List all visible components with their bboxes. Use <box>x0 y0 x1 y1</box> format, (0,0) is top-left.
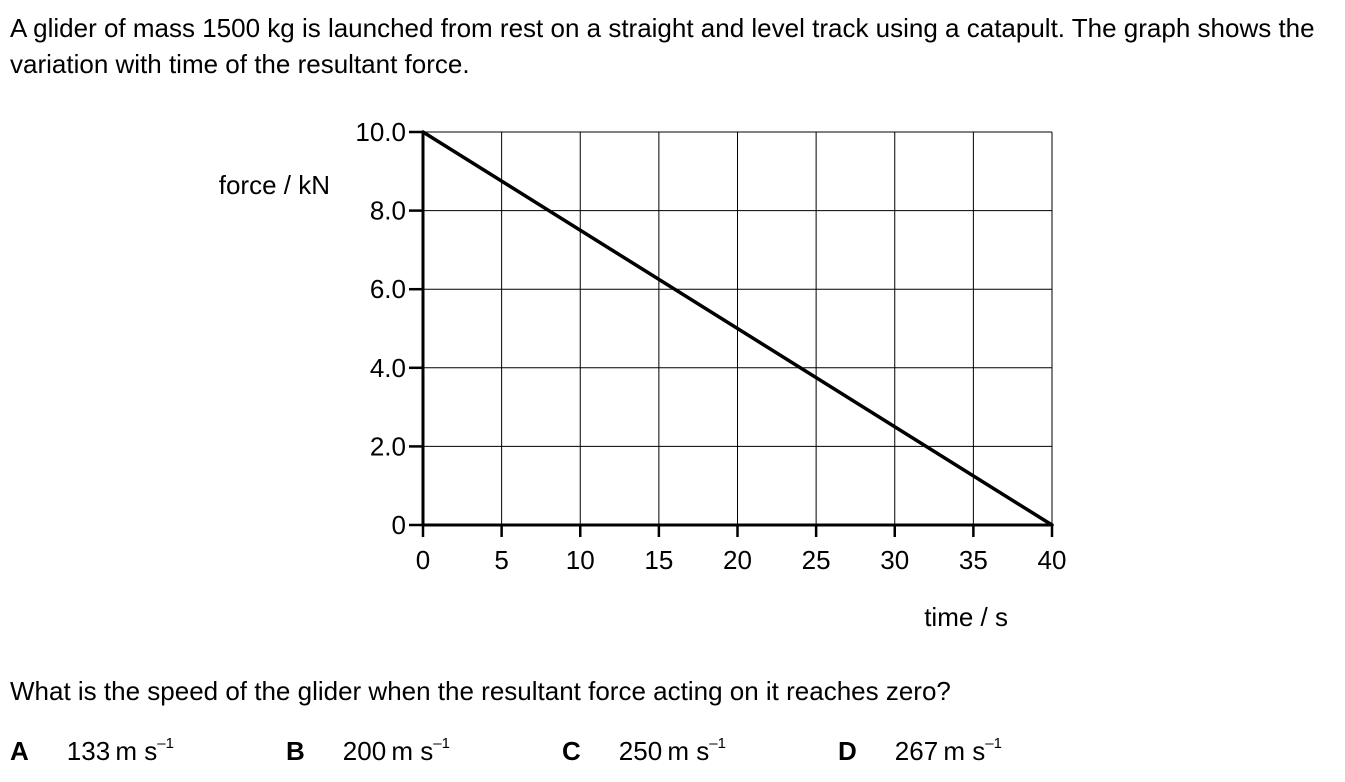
option-letter: A <box>10 736 29 766</box>
x-tick-label: 5 <box>494 545 508 575</box>
option-unit: m s <box>391 736 434 766</box>
x-tick-label: 0 <box>416 545 430 575</box>
x-tick-label: 25 <box>802 545 831 575</box>
tick-labels: 0 2.0 4.0 6.0 8.0 10.0 0 5 10 15 20 25 30 35 40 <box>355 117 1066 575</box>
x-tick-label: 40 <box>1038 545 1067 575</box>
option-unit: m s <box>115 736 158 766</box>
option-a[interactable]: A 133 m s–1 <box>10 736 174 767</box>
option-value: 250 <box>618 736 663 766</box>
option-b[interactable]: B 200 m s–1 <box>286 736 450 767</box>
x-axis-label: time / s <box>924 602 1008 632</box>
option-letter: D <box>838 736 857 766</box>
x-tick-label: 30 <box>880 545 909 575</box>
x-tick-label: 20 <box>723 545 752 575</box>
y-tick-label: 0 <box>392 510 406 540</box>
option-value: 267 <box>894 736 939 766</box>
option-exponent: –1 <box>433 735 450 752</box>
x-tick-label: 10 <box>566 545 595 575</box>
option-letter: C <box>562 736 581 766</box>
option-exponent: –1 <box>157 735 174 752</box>
force-time-graph: 0 2.0 4.0 6.0 8.0 10.0 0 5 10 15 20 25 30 35 40 force … <box>219 117 1067 632</box>
option-c[interactable]: C 250 m s–1 <box>562 736 726 767</box>
y-tick-label: 6.0 <box>370 274 406 304</box>
y-tick-label: 4.0 <box>370 353 406 383</box>
option-unit: m s <box>943 736 986 766</box>
y-tick-label: 2.0 <box>370 431 406 461</box>
answer-options: A 133 m s–1 B 200 m s–1 C 250 m s–1 D 267 m … <box>10 736 1340 776</box>
option-d[interactable]: D 267 m s–1 <box>838 736 1002 767</box>
option-value: 133 <box>66 736 111 766</box>
option-value: 200 <box>342 736 387 766</box>
option-letter: B <box>286 736 305 766</box>
series-line <box>421 130 1054 527</box>
axes <box>409 130 1054 537</box>
grid <box>422 131 1053 526</box>
option-unit: m s <box>667 736 710 766</box>
x-tick-label: 15 <box>644 545 673 575</box>
y-tick-label: 8.0 <box>370 196 406 226</box>
option-exponent: –1 <box>709 735 726 752</box>
series <box>421 130 1054 527</box>
y-tick-label: 10.0 <box>355 117 406 147</box>
y-axis-label: force / kN <box>219 170 330 200</box>
option-exponent: –1 <box>985 735 1002 752</box>
x-tick-label: 35 <box>959 545 988 575</box>
question-intro: A glider of mass 1500 kg is launched fro… <box>10 13 1315 79</box>
question-prompt: What is the speed of the glider when the… <box>10 676 951 706</box>
